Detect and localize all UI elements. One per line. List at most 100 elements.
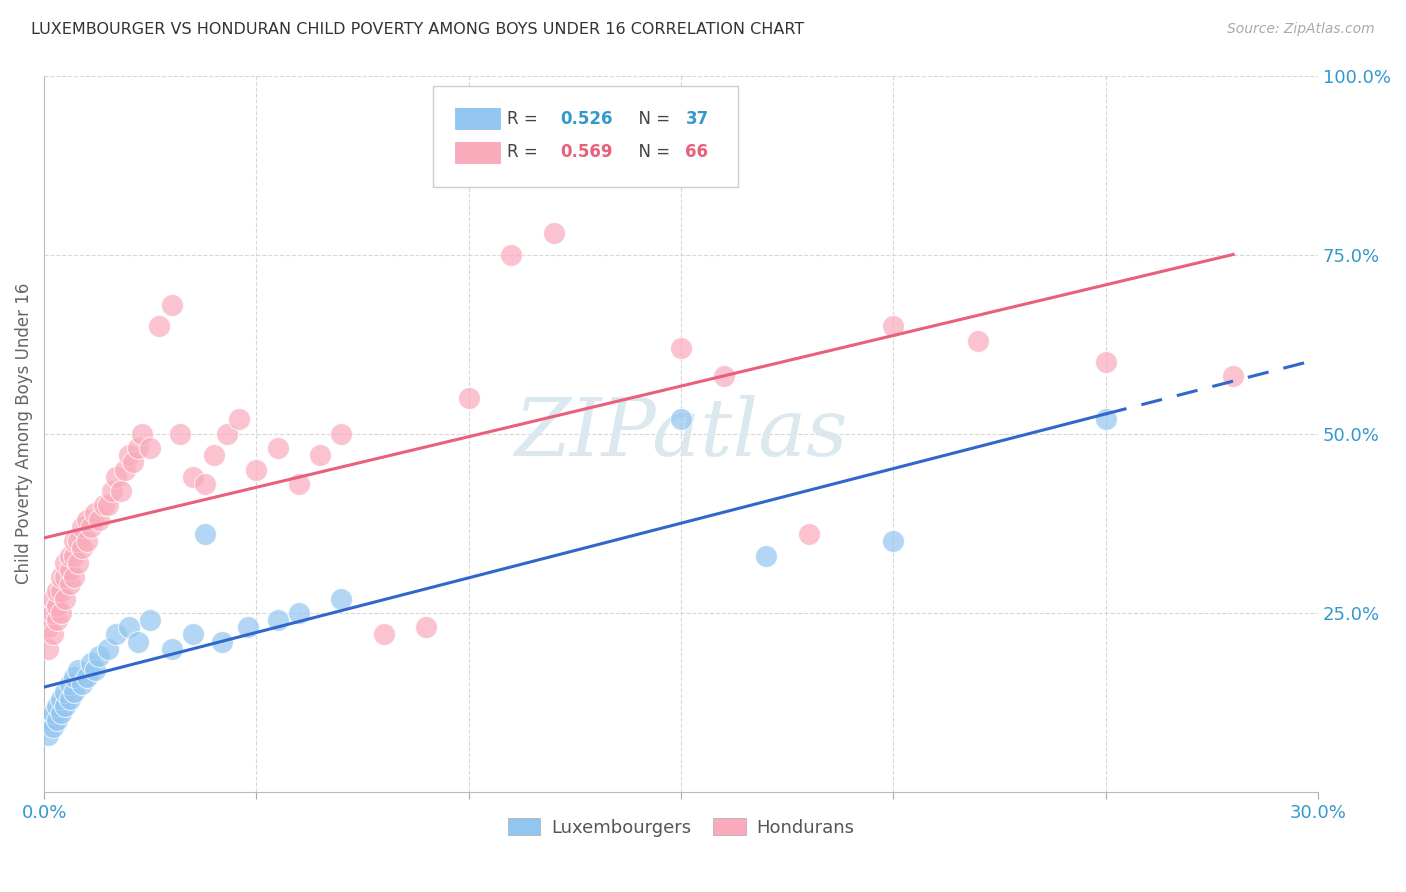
Point (127, 441, 149, 455)
Y-axis label: Child Poverty Among Boys Under 16: Child Poverty Among Boys Under 16 (15, 283, 32, 584)
Point (160, 298, 183, 312)
Point (97, 641, 120, 656)
Point (63, 549, 86, 563)
Point (457, 391, 479, 405)
FancyBboxPatch shape (454, 107, 501, 130)
Point (72, 520, 94, 534)
Text: Source: ZipAtlas.com: Source: ZipAtlas.com (1227, 22, 1375, 37)
Point (797, 527, 820, 541)
Point (76, 534, 98, 549)
Point (63, 534, 86, 549)
Point (53, 684, 76, 698)
Point (37, 620, 59, 634)
Point (84, 663, 107, 677)
Point (53, 698, 76, 713)
Point (160, 641, 183, 656)
Point (45, 599, 67, 613)
Point (53, 591, 76, 606)
Point (114, 462, 136, 476)
Point (194, 527, 217, 541)
Point (330, 426, 353, 441)
Point (228, 412, 250, 426)
Point (501, 247, 523, 261)
Point (1094, 412, 1116, 426)
Point (110, 484, 132, 499)
Point (415, 620, 437, 634)
Point (118, 620, 141, 634)
Point (41, 706, 63, 721)
Point (49, 691, 72, 706)
Point (1094, 355, 1116, 369)
Point (58, 691, 80, 706)
Point (49, 570, 72, 584)
Point (58, 549, 80, 563)
Point (58, 577, 80, 591)
Point (669, 341, 692, 355)
Point (37, 728, 59, 742)
Point (713, 369, 735, 384)
Point (118, 448, 141, 462)
Point (1222, 369, 1244, 384)
Text: 66: 66 (686, 144, 709, 161)
Text: 0.526: 0.526 (561, 110, 613, 128)
Point (148, 319, 170, 334)
Point (627, 140, 650, 154)
Point (181, 469, 204, 483)
Text: N =: N = (628, 144, 675, 161)
Point (181, 627, 204, 641)
Point (45, 698, 67, 713)
Point (49, 706, 72, 721)
Point (58, 677, 80, 691)
Point (101, 484, 124, 499)
Point (105, 627, 128, 641)
Point (755, 549, 778, 563)
Point (169, 426, 191, 441)
Point (215, 426, 238, 441)
Point (58, 563, 80, 577)
Text: ZIPatlas: ZIPatlas (515, 395, 848, 473)
Point (266, 613, 288, 627)
Point (63, 570, 86, 584)
Text: 0.569: 0.569 (561, 144, 613, 161)
Point (45, 584, 67, 599)
Point (41, 606, 63, 620)
Point (45, 714, 67, 728)
Point (89, 648, 111, 663)
Point (882, 534, 904, 549)
Point (139, 613, 162, 627)
FancyBboxPatch shape (454, 141, 501, 163)
Point (53, 556, 76, 570)
Point (41, 721, 63, 735)
Point (80, 520, 103, 534)
Point (63, 684, 86, 698)
Point (53, 570, 76, 584)
Point (288, 606, 311, 620)
Point (67, 534, 90, 549)
Point (45, 613, 67, 627)
Point (67, 556, 90, 570)
Point (211, 634, 233, 648)
Point (72, 677, 94, 691)
FancyBboxPatch shape (433, 87, 738, 186)
Point (288, 476, 311, 491)
Text: N =: N = (628, 110, 675, 128)
Point (131, 426, 153, 441)
Point (202, 448, 225, 462)
Point (72, 541, 94, 556)
Point (41, 627, 63, 641)
Point (76, 513, 98, 527)
Point (373, 627, 395, 641)
Point (84, 506, 107, 520)
Point (67, 663, 90, 677)
Text: LUXEMBOURGER VS HONDURAN CHILD POVERTY AMONG BOYS UNDER 16 CORRELATION CHART: LUXEMBOURGER VS HONDURAN CHILD POVERTY A… (31, 22, 804, 37)
Legend: Luxembourgers, Hondurans: Luxembourgers, Hondurans (501, 811, 862, 844)
Point (266, 441, 288, 455)
Point (967, 334, 990, 348)
Point (330, 591, 353, 606)
Point (37, 714, 59, 728)
Point (882, 319, 904, 334)
Point (245, 462, 267, 476)
Text: R =: R = (508, 110, 543, 128)
Point (309, 448, 332, 462)
Point (97, 499, 120, 513)
